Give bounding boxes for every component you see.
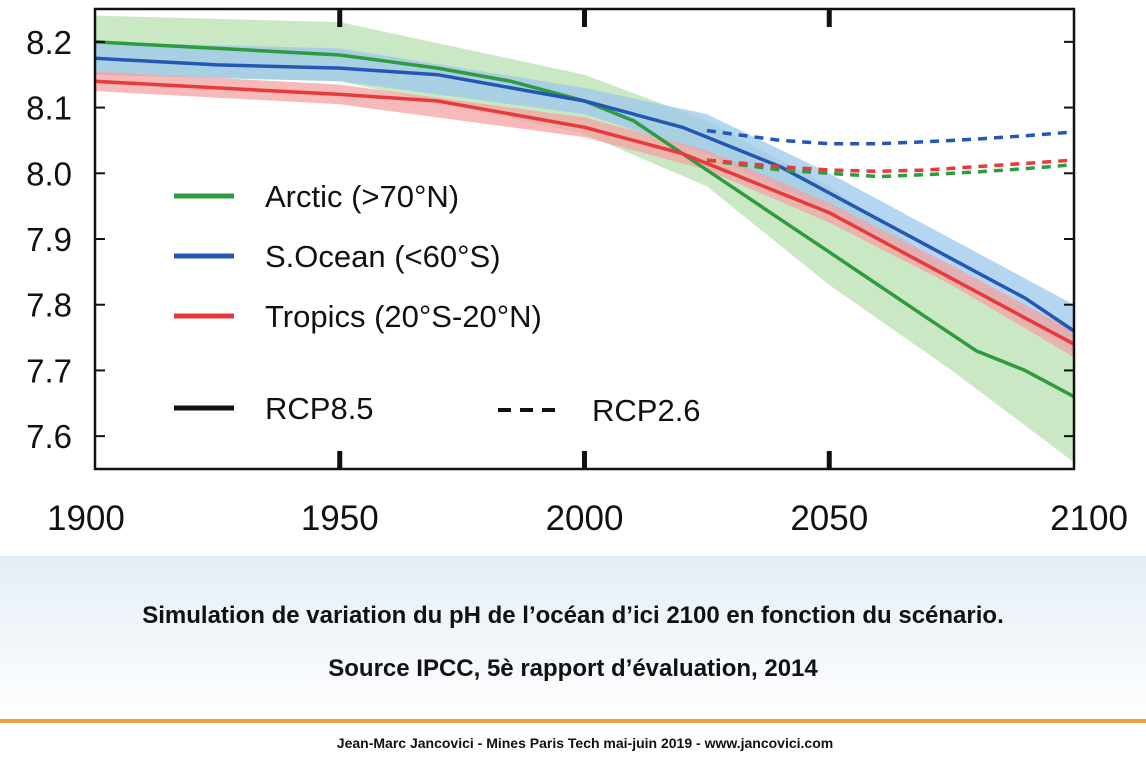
caption-line-1: Simulation de variation du pH de l’océan…: [142, 602, 1004, 629]
series-line-s-ocean-60-s-rcp8-5: [94, 56, 1075, 333]
legend-socean-label: S.Ocean (<60°S): [265, 239, 501, 274]
y-tick-label-7.8: 7.8: [26, 287, 72, 324]
x-tick-label-2100: 2100: [1050, 499, 1128, 538]
series-lines: [94, 40, 1075, 399]
series-line-arctic-70-n-rcp8-5: [94, 40, 1075, 399]
axis-ticks: 1900 1950 2000 2050 2100 7.6 7.7 7.8 7.9 8.0 8.1 8.…: [26, 9, 1128, 538]
y-tick-label-7.6: 7.6: [26, 418, 72, 455]
legend-arctic-label: Arctic (>70°N): [265, 179, 459, 214]
legend-rcp85-label: RCP8.5: [265, 391, 374, 426]
series-line-arctic-70-n-rcp2-6: [706, 158, 1075, 179]
x-tick-label-2000: 2000: [546, 499, 624, 538]
legend-tropics-label: Tropics (20°S-20°N): [265, 299, 542, 334]
footer-divider: [0, 719, 1146, 723]
legend-rcp26-label: RCP2.6: [592, 393, 701, 428]
x-tick-label-1900: 1900: [47, 499, 125, 538]
x-tick-label-1950: 1950: [301, 499, 379, 538]
band-s-ocean-60-s: [95, 41, 1074, 351]
y-tick-label-7.9: 7.9: [26, 221, 72, 258]
series-line-tropics-20-s-20-n-rcp8-5: [94, 79, 1075, 346]
series-line-tropics-20-s-20-n-rcp2-6: [706, 158, 1075, 174]
y-tick-label-8: 8.0: [26, 155, 72, 192]
uncertainty-bands: [95, 15, 1074, 463]
footer-credit: Jean-Marc Jancovici - Mines Paris Tech m…: [336, 735, 834, 751]
y-tick-label-8.2: 8.2: [26, 24, 72, 61]
y-tick-label-8.1: 8.1: [26, 90, 72, 127]
series-line-s-ocean-60-s-rcp2-6: [706, 128, 1075, 146]
caption-band: [0, 556, 1146, 722]
legend: Arctic (>70°N) S.Ocean (<60°S) Tropics (…: [174, 179, 701, 428]
y-tick-label-7.7: 7.7: [26, 352, 72, 389]
caption-line-2: Source IPCC, 5è rapport d’évaluation, 20…: [328, 655, 818, 682]
ocean-ph-chart: 1900 1950 2000 2050 2100 7.6 7.7 7.8 7.9 8.0 8.1 8.…: [26, 7, 1128, 538]
x-tick-label-2050: 2050: [790, 499, 868, 538]
